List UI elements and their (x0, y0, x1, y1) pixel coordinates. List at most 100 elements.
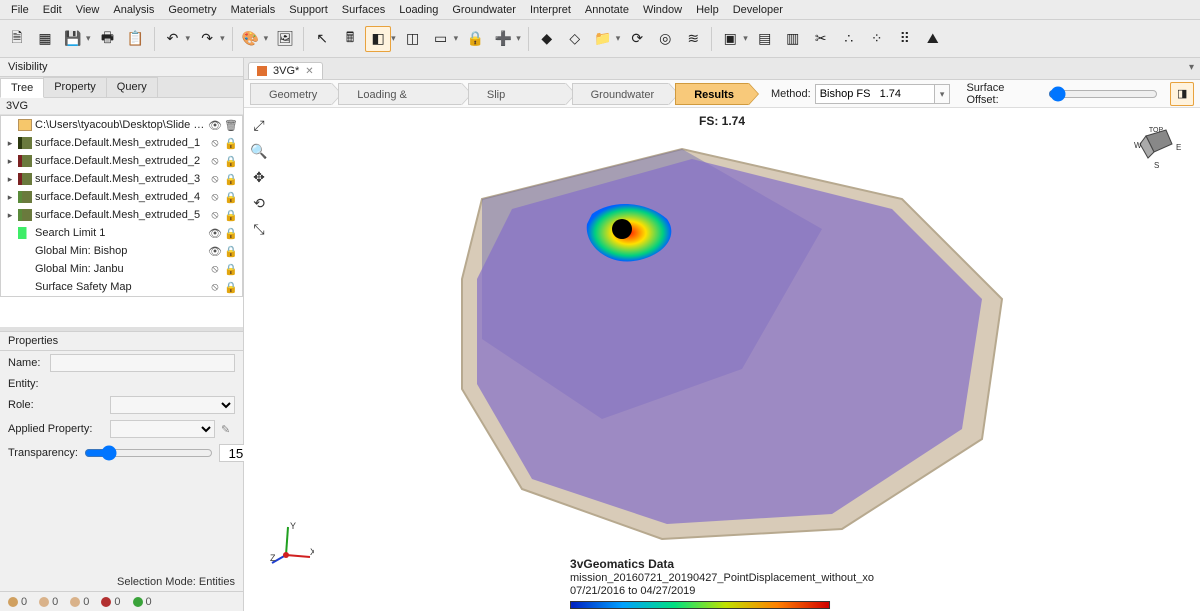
menu-support[interactable]: Support (282, 2, 335, 18)
toolbar-pointer-icon[interactable]: ↖ (309, 26, 335, 52)
visibility-toggle-icon[interactable]: ⦸ (208, 281, 222, 294)
view-compass[interactable]: TOP W E S (1126, 118, 1186, 178)
toolbar-undo-drop[interactable]: ▾ (186, 33, 191, 44)
zoom-icon[interactable]: 🔍 (248, 140, 270, 162)
visibility-toggle-icon[interactable]: ⦸ (208, 263, 222, 276)
workflow-step-results[interactable]: Results (675, 83, 749, 105)
applied-select[interactable] (110, 420, 215, 438)
toolbar-select-area-icon[interactable]: ▭ (428, 26, 454, 52)
menu-window[interactable]: Window (636, 2, 689, 18)
lock-icon[interactable]: 🔒 (224, 191, 238, 204)
menu-developer[interactable]: Developer (726, 2, 790, 18)
transparency-slider[interactable] (84, 445, 213, 461)
visibility-toggle-icon[interactable]: ⦸ (208, 209, 222, 222)
view-cube-button[interactable]: ◨ (1170, 82, 1194, 106)
method-dropdown-icon[interactable]: ▾ (935, 84, 951, 104)
toolbar-calc-icon[interactable]: 🖩 (337, 26, 363, 52)
expand-icon[interactable]: ▸ (5, 192, 15, 203)
toolbar-undo-icon[interactable]: ↶ (160, 26, 186, 52)
toolbar-folder-icon[interactable]: 📁 (590, 26, 616, 52)
visibility-toggle-icon[interactable]: ⦸ (208, 155, 222, 168)
visibility-toggle-icon[interactable]: 👁 (208, 245, 222, 258)
toolbar-contour-icon[interactable]: ≋ (680, 26, 706, 52)
toolbar-select-area-drop[interactable]: ▾ (454, 33, 459, 44)
menu-view[interactable]: View (69, 2, 107, 18)
menu-help[interactable]: Help (689, 2, 726, 18)
menu-file[interactable]: File (4, 2, 36, 18)
tree-row[interactable]: C:\Users\tyacoub\Desktop\Slide 3 3vGe👁🗑 (1, 116, 242, 134)
lock-icon[interactable]: 🔒 (224, 209, 238, 222)
toolbar-cube3d-drop[interactable]: ▾ (391, 33, 396, 44)
toolbar-cube-c-icon[interactable]: ▥ (780, 26, 806, 52)
visibility-toggle-icon[interactable]: ⦸ (208, 191, 222, 204)
rotate-icon[interactable]: ⟲ (248, 192, 270, 214)
workflow-step-geometry[interactable]: Geometry (250, 83, 332, 105)
lock-icon[interactable]: 🔒 (224, 227, 238, 240)
lock-icon[interactable]: 🔒 (224, 137, 238, 150)
toolbar-cube-wire-icon[interactable]: ◫ (400, 26, 426, 52)
tree-row[interactable]: Global Min: Bishop👁🔒 (1, 242, 242, 260)
close-icon[interactable]: ✕ (305, 66, 313, 77)
toolbar-redo-icon[interactable]: ↷ (194, 26, 220, 52)
toolbar-circle-icon[interactable]: ◎ (652, 26, 678, 52)
visibility-toggle-icon[interactable]: 👁 (208, 119, 222, 132)
toolbar-points-icon[interactable]: ∴ (836, 26, 862, 52)
toolbar-image-icon[interactable]: 🖼 (272, 26, 298, 52)
toolbar-redo-drop[interactable]: ▾ (220, 33, 225, 44)
toolbar-lock-icon[interactable]: 🔒 (462, 26, 488, 52)
workflow-step-slip-surfaces[interactable]: Slip Surfaces (468, 83, 566, 105)
visibility-toggle-icon[interactable]: ⦸ (208, 173, 222, 186)
tab-tree[interactable]: Tree (0, 78, 44, 98)
toolbar-addlayer-drop[interactable]: ▾ (516, 33, 521, 44)
name-field[interactable] (50, 354, 235, 372)
edit-icon[interactable]: ✎ (221, 423, 235, 436)
tree-row[interactable]: Surface Safety Map⦸🔒 (1, 278, 242, 296)
tree-row[interactable]: ▸surface.Default.Mesh_extruded_4⦸🔒 (1, 188, 242, 206)
surface-offset-slider[interactable] (1048, 86, 1158, 102)
tree-row[interactable]: Global Min: Janbu⦸🔒 (1, 260, 242, 278)
menu-analysis[interactable]: Analysis (106, 2, 161, 18)
menu-annotate[interactable]: Annotate (578, 2, 636, 18)
expand-icon[interactable]: ▸ (5, 174, 15, 185)
document-tab[interactable]: 3VG* ✕ (248, 62, 323, 79)
expand-icon[interactable]: ▸ (5, 156, 15, 167)
toolbar-save-drop[interactable]: ▾ (86, 33, 91, 44)
tree-row[interactable]: ▸surface.Default.Mesh_extruded_3⦸🔒 (1, 170, 242, 188)
toolbar-terrain-icon[interactable]: ⛰ (920, 26, 946, 52)
expand-icon[interactable]: ▸ (5, 210, 15, 221)
toolbar-cube-a-icon[interactable]: ▣ (717, 26, 743, 52)
toolbar-refresh-icon[interactable]: ⟳ (624, 26, 650, 52)
tree-row[interactable]: ▸surface.Default.Mesh_extruded_1⦸🔒 (1, 134, 242, 152)
menu-interpret[interactable]: Interpret (523, 2, 578, 18)
toolbar-new-icon[interactable]: 🗎 (4, 26, 30, 52)
toolbar-print-icon[interactable]: 🖶 (95, 26, 121, 52)
workflow-step-loading-support[interactable]: Loading & Support (338, 83, 462, 105)
toolbar-palette-icon[interactable]: 🎨 (238, 26, 264, 52)
toolbar-mat1-icon[interactable]: ◆ (534, 26, 560, 52)
tree-row[interactable]: ▸surface.Default.Mesh_extruded_5⦸🔒 (1, 206, 242, 224)
menu-surfaces[interactable]: Surfaces (335, 2, 392, 18)
zoom-extents-icon[interactable]: ⤢ (248, 114, 270, 136)
toolbar-cube3d-icon[interactable]: ◧ (365, 26, 391, 52)
lock-icon[interactable]: 🔒 (224, 281, 238, 294)
menu-groundwater[interactable]: Groundwater (445, 2, 523, 18)
tree-row[interactable]: ▸surface.Default.Mesh_extruded_2⦸🔒 (1, 152, 242, 170)
menu-geometry[interactable]: Geometry (161, 2, 223, 18)
toolbar-cube-a-drop[interactable]: ▾ (743, 33, 748, 44)
tab-query[interactable]: Query (106, 77, 158, 97)
tree-row[interactable]: Search Limit 1👁🔒 (1, 224, 242, 242)
toolbar-addlayer-icon[interactable]: ➕ (490, 26, 516, 52)
expand-icon[interactable]: ⤡ (248, 218, 270, 240)
toolbar-copy-icon[interactable]: 📋 (123, 26, 149, 52)
lock-icon[interactable]: 🔒 (224, 155, 238, 168)
toolbar-save-icon[interactable]: 💾 (60, 26, 86, 52)
menu-loading[interactable]: Loading (392, 2, 445, 18)
tab-property[interactable]: Property (43, 77, 107, 97)
toolbar-scissors-icon[interactable]: ✂ (808, 26, 834, 52)
toolbar-dots-icon[interactable]: ⁘ (864, 26, 890, 52)
menu-materials[interactable]: Materials (224, 2, 283, 18)
pan-icon[interactable]: ✥ (248, 166, 270, 188)
toolbar-grid-icon[interactable]: ▦ (32, 26, 58, 52)
toolbar-palette-drop[interactable]: ▾ (264, 33, 269, 44)
lock-icon[interactable]: 🗑 (224, 119, 238, 132)
